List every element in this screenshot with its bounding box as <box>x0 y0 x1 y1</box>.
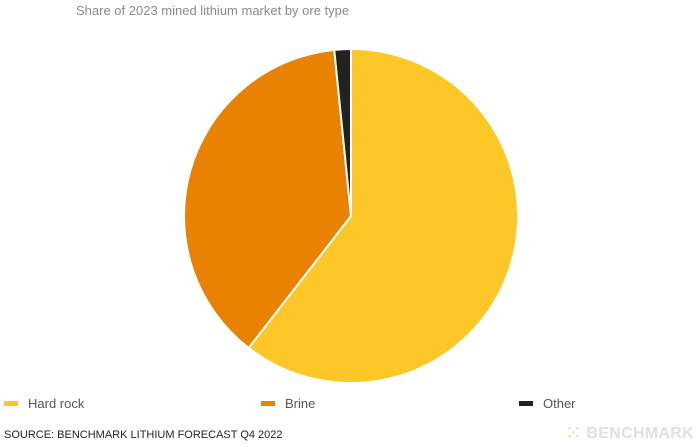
source-note: SOURCE: BENCHMARK LITHIUM FORECAST Q4 20… <box>4 429 283 441</box>
chart-title: Share of 2023 mined lithium market by or… <box>76 3 350 18</box>
brand-logo: ⁙ BENCHMARK <box>566 423 694 444</box>
legend-label-other: Other <box>543 396 576 411</box>
legend-item-other[interactable]: Other <box>519 396 576 411</box>
legend-swatch-hard-rock <box>4 401 18 406</box>
pie-slice-brine[interactable] <box>182 48 352 349</box>
legend-item-brine[interactable]: Brine <box>261 396 315 411</box>
legend-label-hard-rock: Hard rock <box>28 396 85 411</box>
benchmark-logo-icon: ⁙ <box>566 423 582 443</box>
legend: Hard rock Brine Other <box>0 396 700 414</box>
legend-swatch-other <box>519 401 533 406</box>
legend-label-brine: Brine <box>285 396 316 411</box>
pie-slice-hard-rock[interactable] <box>247 48 519 384</box>
legend-swatch-brine <box>261 401 275 406</box>
legend-item-hard-rock[interactable]: Hard rock <box>4 396 84 411</box>
brand-name: BENCHMARK <box>586 424 694 442</box>
pie-slice-other[interactable] <box>333 47 352 217</box>
